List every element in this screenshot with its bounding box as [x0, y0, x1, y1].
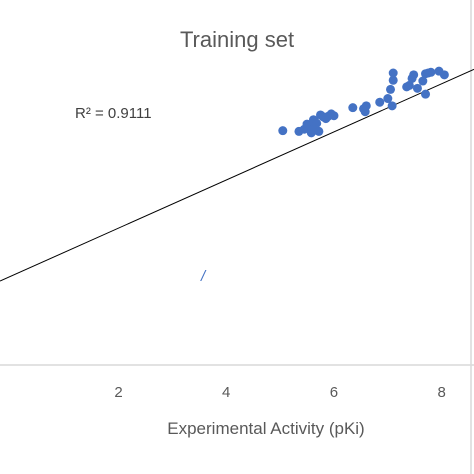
data-point	[426, 67, 436, 77]
chart-title: Training set	[180, 27, 294, 52]
stray-mark: /	[200, 268, 207, 285]
data-point	[348, 103, 358, 113]
x-axis-label: Experimental Activity (pKi)	[167, 419, 364, 438]
data-point	[314, 126, 324, 136]
data-point	[386, 84, 396, 94]
x-tick-label: 2	[114, 384, 122, 401]
data-point	[418, 76, 428, 86]
data-point	[404, 80, 414, 90]
x-tick-label: 4	[222, 384, 230, 401]
data-point	[383, 94, 393, 104]
x-tick-label: 6	[330, 384, 338, 401]
x-tick-labels: 2 4 6 8	[114, 384, 446, 401]
data-point	[421, 89, 431, 99]
data-point	[412, 83, 422, 93]
r-squared-annotation: R² = 0.9111	[75, 105, 152, 122]
data-point	[329, 111, 339, 121]
data-point	[312, 118, 322, 128]
data-point	[375, 97, 385, 107]
data-point	[278, 126, 288, 136]
data-points	[278, 66, 449, 138]
data-point	[361, 101, 371, 111]
data-point	[439, 70, 449, 80]
data-point	[388, 68, 398, 78]
linear-trendline	[0, 68, 474, 282]
data-point	[388, 75, 398, 85]
data-point	[409, 70, 419, 80]
data-point	[387, 101, 397, 111]
x-tick-label: 8	[438, 384, 446, 401]
